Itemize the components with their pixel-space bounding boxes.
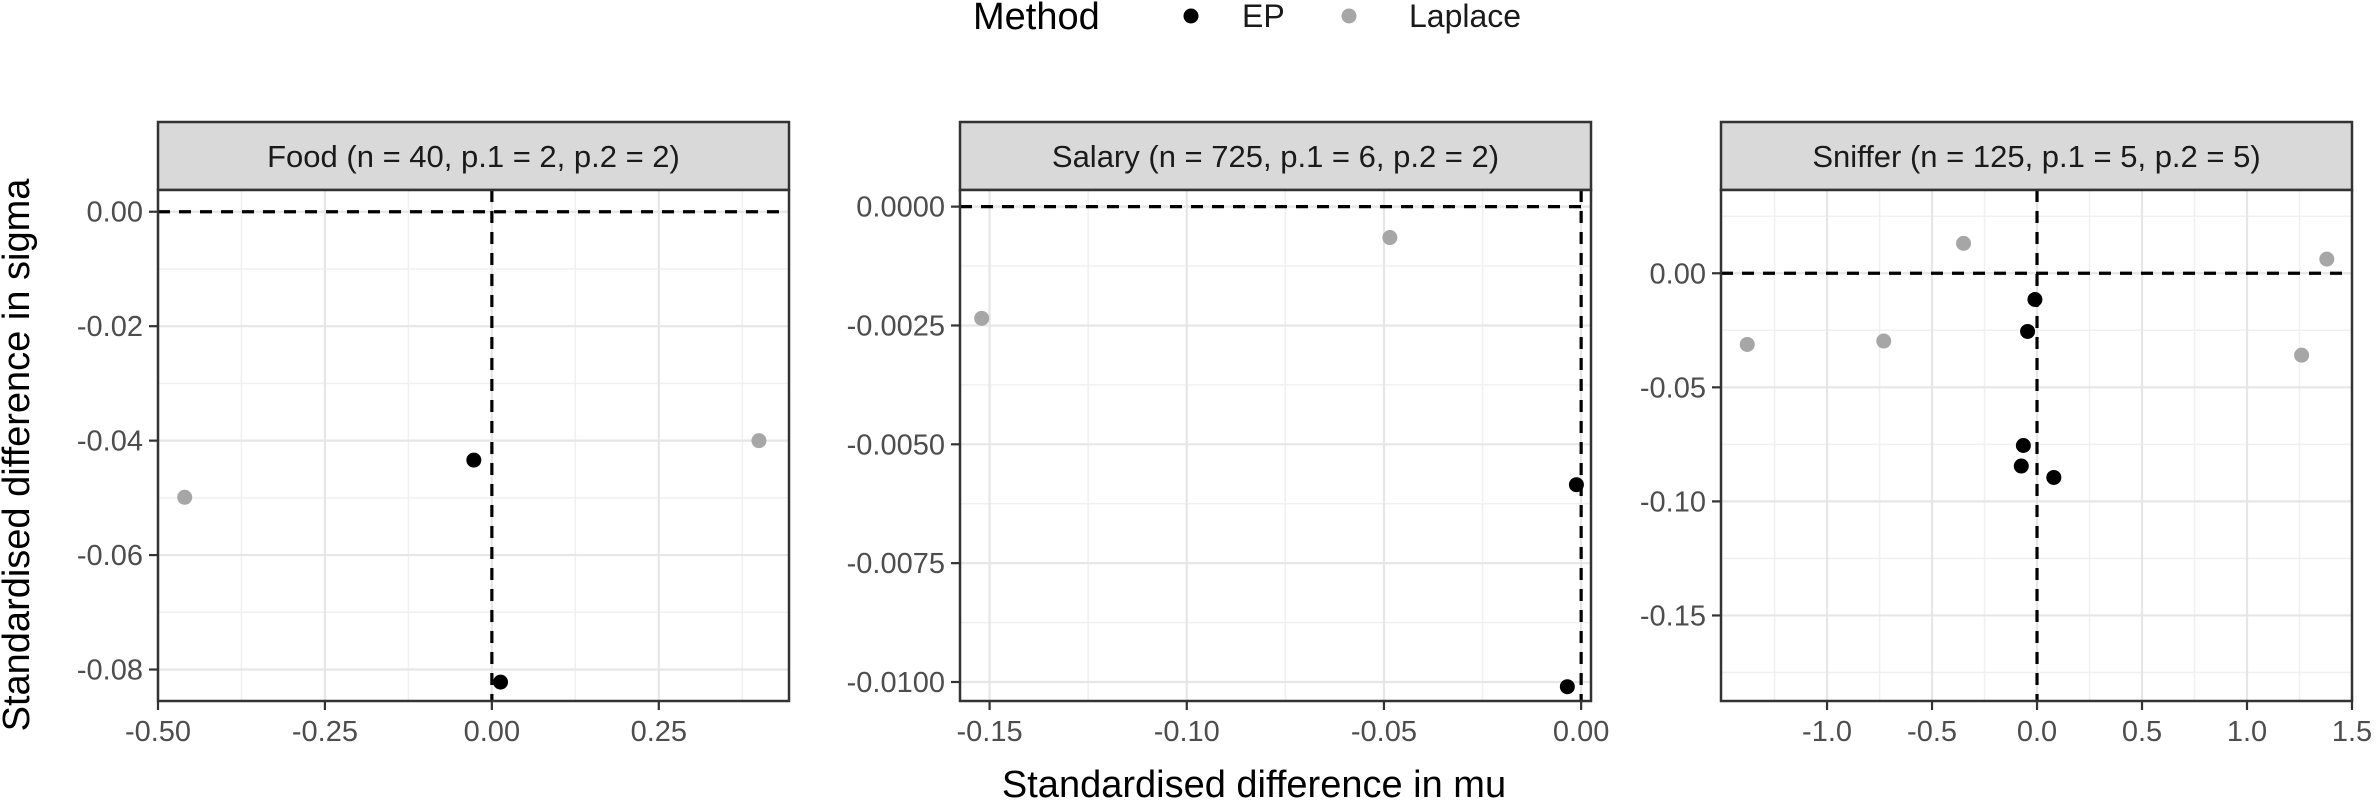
x-tick-label: -0.15 bbox=[957, 716, 1023, 748]
legend-label-ep: EP bbox=[1242, 0, 1285, 34]
legend-key-ep bbox=[1183, 8, 1199, 24]
point-laplace bbox=[1739, 336, 1755, 352]
point-ep bbox=[2027, 292, 2043, 307]
y-tick-label: -0.05 bbox=[1640, 372, 1706, 404]
y-tick-label: -0.02 bbox=[77, 311, 143, 343]
panel-background bbox=[158, 190, 789, 701]
facet-strip-title: Salary (n = 725, p.1 = 6, p.2 = 2) bbox=[1052, 139, 1499, 174]
y-tick-label: -0.0100 bbox=[847, 667, 945, 699]
legend-label-laplace: Laplace bbox=[1409, 0, 1521, 34]
x-tick-label: -0.05 bbox=[1351, 716, 1417, 748]
panel-background bbox=[960, 190, 1591, 701]
y-tick-label: -0.0025 bbox=[847, 310, 945, 342]
y-tick-label: -0.04 bbox=[77, 426, 143, 458]
x-tick-label: 0.25 bbox=[631, 716, 687, 748]
y-tick-label: -0.08 bbox=[77, 655, 143, 687]
x-tick-label: 0.0 bbox=[2017, 716, 2057, 748]
point-laplace bbox=[177, 489, 193, 505]
point-ep bbox=[1559, 679, 1575, 695]
point-laplace bbox=[751, 433, 767, 449]
point-ep bbox=[1568, 477, 1584, 493]
facet-panel-1: Food (n = 40, p.1 = 2, p.2 = 2) -0.50 -0.2… bbox=[77, 120, 791, 748]
point-laplace bbox=[1956, 235, 1972, 251]
y-tick-label: -0.15 bbox=[1640, 600, 1706, 632]
point-ep bbox=[2013, 458, 2029, 474]
facet-panels: Food (n = 40, p.1 = 2, p.2 = 2) -0.50 -0.2… bbox=[77, 120, 2372, 748]
point-laplace bbox=[974, 310, 990, 326]
x-tick-label: 0.00 bbox=[1553, 716, 1609, 748]
facet-strip-title: Sniffer (n = 125, p.1 = 5, p.2 = 5) bbox=[1812, 139, 2260, 174]
x-tick-label: 1.0 bbox=[2227, 716, 2267, 748]
y-axis-title: Standardised difference in sigma bbox=[0, 178, 38, 732]
legend-key-laplace bbox=[1341, 8, 1357, 24]
x-tick-label: 0.00 bbox=[464, 716, 520, 748]
y-tick-label: -0.10 bbox=[1640, 486, 1706, 518]
point-laplace bbox=[1382, 230, 1398, 246]
point-laplace bbox=[1876, 333, 1892, 349]
point-ep bbox=[2015, 438, 2031, 453]
facet-strip bbox=[156, 120, 791, 192]
legend-title: Method bbox=[973, 0, 1100, 38]
panel-border bbox=[958, 188, 1593, 703]
facet-strip bbox=[1719, 120, 2354, 192]
point-laplace bbox=[2294, 347, 2310, 363]
x-tick-label: -0.25 bbox=[292, 716, 358, 748]
panel-border bbox=[156, 188, 791, 703]
y-tick-label: 0.0000 bbox=[856, 192, 945, 224]
point-ep bbox=[2020, 323, 2036, 339]
x-tick-label: -0.10 bbox=[1154, 716, 1220, 748]
y-tick-label: -0.0050 bbox=[847, 429, 945, 461]
point-ep bbox=[466, 452, 482, 468]
facet-panel-2: Salary (n = 725, p.1 = 6, p.2 = 2)-0.15-… bbox=[847, 120, 1609, 748]
y-tick-label: -0.06 bbox=[77, 540, 143, 572]
x-tick-label: 1.5 bbox=[2332, 716, 2372, 748]
facet-strip-title: Food (n = 40, p.1 = 2, p.2 = 2) bbox=[267, 139, 680, 174]
point-ep bbox=[493, 674, 509, 690]
x-tick-label: -0.5 bbox=[1907, 716, 1957, 748]
x-tick-label: -1.0 bbox=[1802, 716, 1852, 748]
x-axis-title: Standardised difference in mu bbox=[1002, 764, 1506, 802]
point-laplace bbox=[2319, 251, 2335, 267]
y-tick-label: 0.00 bbox=[1650, 258, 1706, 290]
legend: Method EP Laplace bbox=[973, 0, 1521, 38]
x-tick-label: 0.5 bbox=[2122, 716, 2162, 748]
y-tick-label: 0.00 bbox=[87, 197, 143, 229]
y-tick-label: -0.0075 bbox=[847, 548, 945, 580]
facet-panel-3: Sniffer (n = 125, p.1 = 5, p.2 = 5) -1.0 -… bbox=[1640, 120, 2372, 748]
point-ep bbox=[2046, 469, 2062, 485]
x-tick-label: -0.50 bbox=[125, 716, 191, 748]
